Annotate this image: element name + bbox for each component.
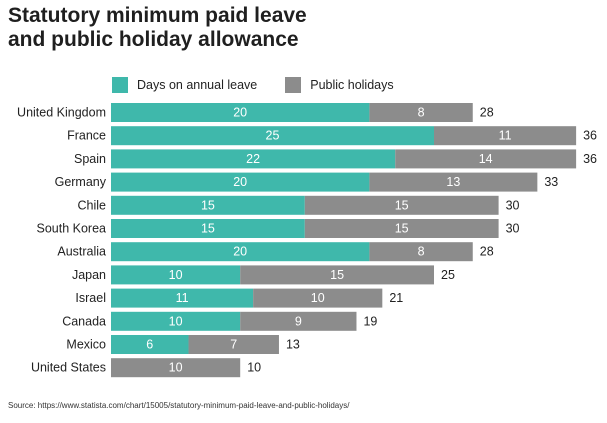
bar-days-on-annual-leave-chile	[111, 195, 305, 215]
total-label-spain: 36	[583, 152, 597, 166]
chart-title: Statutory minimum paid leave and public …	[8, 4, 307, 52]
data-label-days-on-annual-leave-spain: 22	[246, 152, 260, 166]
total-label-australia: 28	[480, 245, 494, 259]
bar-public-holidays-australia	[369, 242, 473, 262]
category-label-japan: Japan	[72, 268, 106, 282]
total-label-france: 36	[583, 129, 597, 143]
bar-public-holidays-mexico	[188, 335, 279, 354]
category-label-united-kingdom: United Kingdom	[17, 106, 106, 120]
bar-days-on-annual-leave-south-korea	[111, 219, 305, 238]
data-label-public-holidays-germany: 13	[446, 175, 460, 189]
category-label-germany: Germany	[55, 175, 107, 189]
chart-title-line-1: Statutory minimum paid leave	[8, 4, 307, 27]
chart-title-line-2: and public holiday allowance	[8, 28, 299, 51]
data-label-days-on-annual-leave-united-kingdom: 20	[233, 106, 247, 120]
total-label-israel: 21	[389, 291, 403, 305]
data-label-days-on-annual-leave-mexico: 6	[146, 338, 153, 352]
total-label-south-korea: 30	[506, 222, 520, 236]
data-label-days-on-annual-leave-chile: 15	[201, 198, 215, 212]
legend-item-public-holidays: Public holidays	[285, 77, 394, 93]
bar-days-on-annual-leave-united-kingdom	[111, 103, 370, 122]
data-label-days-on-annual-leave-germany: 20	[233, 175, 247, 189]
data-label-public-holidays-australia: 8	[418, 245, 425, 259]
bar-public-holidays-united-kingdom	[369, 103, 473, 122]
legend-swatch-annual-leave	[112, 77, 128, 93]
bar-days-on-annual-leave-canada	[111, 311, 241, 331]
category-label-france: France	[67, 129, 106, 143]
data-label-public-holidays-spain: 14	[479, 152, 493, 166]
bar-public-holidays-south-korea	[304, 219, 499, 238]
data-label-days-on-annual-leave-france: 25	[266, 129, 280, 143]
total-label-united-kingdom: 28	[480, 106, 494, 120]
chart-legend: Days on annual leave Public holidays	[112, 77, 422, 93]
bar-days-on-annual-leave-mexico	[111, 335, 189, 354]
bar-public-holidays-united-states	[111, 358, 241, 378]
bar-public-holidays-spain	[395, 149, 577, 169]
data-label-days-on-annual-leave-canada: 10	[169, 314, 183, 328]
bar-days-on-annual-leave-australia	[111, 242, 370, 262]
bar-days-on-annual-leave-germany	[111, 172, 370, 192]
data-label-public-holidays-united-states: 10	[169, 361, 183, 375]
data-label-public-holidays-united-kingdom: 8	[418, 106, 425, 120]
data-label-days-on-annual-leave-australia: 20	[233, 245, 247, 259]
total-label-japan: 25	[441, 268, 455, 282]
data-label-public-holidays-canada: 9	[295, 314, 302, 328]
category-label-mexico: Mexico	[66, 338, 106, 352]
data-label-public-holidays-france: 11	[499, 129, 512, 143]
bar-days-on-annual-leave-spain	[111, 149, 396, 169]
bar-public-holidays-israel	[253, 288, 383, 308]
category-label-canada: Canada	[62, 314, 106, 328]
data-label-public-holidays-israel: 10	[311, 291, 325, 305]
total-label-united-states: 10	[247, 361, 261, 375]
bar-public-holidays-canada	[240, 311, 357, 331]
total-label-mexico: 13	[286, 338, 300, 352]
legend-swatch-public-holidays	[285, 77, 302, 93]
data-label-public-holidays-japan: 15	[330, 268, 344, 282]
category-label-israel: Israel	[75, 291, 106, 305]
bar-days-on-annual-leave-israel	[111, 288, 254, 308]
data-label-public-holidays-mexico: 7	[230, 338, 237, 352]
bar-public-holidays-japan	[240, 265, 434, 285]
legend-label-public-holidays: Public holidays	[310, 78, 394, 92]
bar-public-holidays-germany	[369, 172, 538, 192]
data-label-days-on-annual-leave-israel: 11	[176, 291, 189, 305]
bar-public-holidays-chile	[304, 195, 499, 215]
total-label-germany: 33	[544, 175, 558, 189]
stacked-bar-chart: United Kingdom 20 8 28 France 25 11 36 Spain 22 14…	[17, 103, 597, 378]
legend-label-annual-leave: Days on annual leave	[137, 78, 258, 92]
data-label-days-on-annual-leave-south-korea: 15	[201, 222, 215, 236]
data-label-public-holidays-chile: 15	[395, 198, 409, 212]
bar-public-holidays-france	[434, 126, 577, 146]
source-note: Source: https://www.statista.com/chart/1…	[8, 401, 350, 410]
bar-days-on-annual-leave-japan	[111, 265, 241, 285]
category-label-spain: Spain	[74, 152, 106, 166]
legend-item-annual-leave: Days on annual leave	[112, 77, 257, 93]
total-label-canada: 19	[363, 314, 377, 328]
category-label-united-states: United States	[31, 361, 106, 375]
bar-days-on-annual-leave-france	[111, 126, 434, 146]
data-label-public-holidays-south-korea: 15	[395, 222, 409, 236]
category-label-south-korea: South Korea	[37, 222, 107, 236]
category-label-chile: Chile	[78, 198, 107, 212]
category-label-australia: Australia	[57, 245, 106, 259]
total-label-chile: 30	[506, 198, 520, 212]
data-label-days-on-annual-leave-japan: 10	[169, 268, 183, 282]
